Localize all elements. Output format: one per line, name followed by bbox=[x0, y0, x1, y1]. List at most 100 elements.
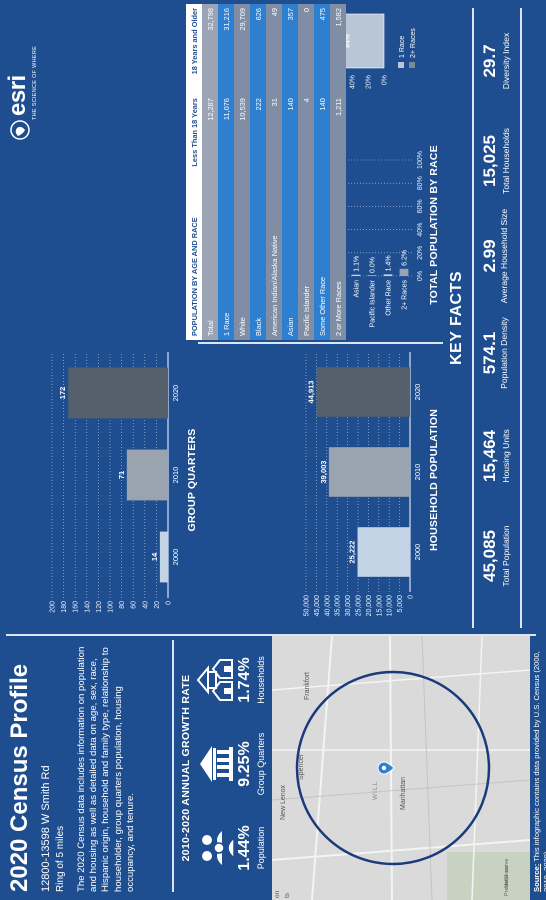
category-label: American Indian bbox=[338, 280, 345, 331]
x-tick-label: 2000 bbox=[413, 544, 422, 561]
kf-total-households-value: 15,025 bbox=[480, 135, 499, 187]
intro-text: The 2020 Census data includes informatio… bbox=[76, 646, 136, 892]
bar-value-label: 14 bbox=[150, 552, 159, 561]
row-value: 32,798 bbox=[205, 8, 215, 31]
bar-value-label: 1.1% bbox=[354, 256, 361, 272]
row-value: 1,582 bbox=[333, 8, 343, 27]
map-label-edge-2: ts bbox=[284, 892, 291, 898]
source-note: Source: This infographic contains data p… bbox=[532, 642, 546, 892]
race-chart-title: TOTAL POPULATION BY RACE bbox=[428, 145, 440, 305]
x-tick-label: 0% bbox=[417, 271, 424, 281]
y-tick-label: 45,000 bbox=[314, 595, 321, 617]
middle-divider bbox=[198, 342, 443, 344]
row-value: 222 bbox=[253, 98, 263, 111]
bar-value-label: 44,913 bbox=[307, 381, 316, 404]
bar-value-label: 1.4% bbox=[386, 255, 393, 271]
esri-globe-icon bbox=[10, 120, 30, 140]
map-label-manhattan: Manhattan bbox=[400, 776, 407, 810]
kf-housing-units-value: 15,464 bbox=[480, 430, 499, 482]
bar-White bbox=[303, 172, 313, 276]
category-label: Black bbox=[322, 280, 329, 298]
key-facts-divider bbox=[472, 8, 474, 628]
x-tick-label: 20% bbox=[417, 246, 424, 260]
row-value: 29,709 bbox=[237, 8, 247, 31]
stack-value-label: 6% bbox=[304, 35, 311, 46]
bar-2010 bbox=[126, 449, 168, 501]
map-label-frankfort: Frankfort bbox=[304, 671, 311, 700]
table-row: White 10,539 29,709 bbox=[234, 4, 250, 340]
kf-housing-units-label: Housing Units bbox=[501, 429, 511, 483]
x-tick-label: 40% bbox=[417, 223, 424, 237]
row-value: 357 bbox=[285, 8, 295, 21]
area-map[interactable]: Frankfort New Lenox Spencer WILL Manhatt… bbox=[272, 636, 530, 900]
row-value: 31,216 bbox=[221, 8, 231, 31]
y-tick-label: 50,000 bbox=[304, 595, 311, 617]
table-row: Black 222 626 bbox=[250, 4, 266, 340]
y-tick-label: 200 bbox=[50, 601, 57, 613]
y-tick-label: 20 bbox=[154, 601, 161, 609]
y-tick-label: 15,000 bbox=[376, 595, 383, 617]
growth-title: 2010-2020 ANNUAL GROWTH RATE bbox=[180, 674, 192, 862]
table-row: Some Other Race 140 475 bbox=[314, 4, 330, 340]
row-value: 626 bbox=[253, 8, 263, 21]
column-header: Less Than 18 Years bbox=[189, 98, 199, 167]
table-row: 2 or More Races 1,211 1,582 bbox=[330, 4, 346, 340]
legend-swatch bbox=[409, 62, 415, 68]
kf-household-size-label: Average Household Size bbox=[499, 208, 509, 304]
y-tick-label: 20% bbox=[366, 75, 373, 89]
bar-2000 bbox=[159, 531, 168, 583]
group-quarters-chart: 0 20 40 60 80 100 120 140 160 180 200 14 2000 71 2010 1… bbox=[50, 352, 180, 613]
bar-value-label: 1.9% bbox=[322, 255, 329, 271]
row-value: 11,076 bbox=[221, 98, 231, 121]
row-value: 475 bbox=[317, 8, 327, 21]
growth-population-value: 1.44% bbox=[236, 825, 253, 871]
x-tick-label: 60% bbox=[417, 199, 424, 213]
bar-value-label: 0.0% bbox=[370, 257, 377, 273]
key-facts-title: KEY FACTS bbox=[448, 271, 465, 365]
legend-swatch bbox=[398, 62, 404, 68]
column-header: 18 Years and Older bbox=[189, 8, 199, 75]
x-tick-label: 2010 bbox=[413, 464, 422, 481]
y-tick-label: 35,000 bbox=[335, 595, 342, 617]
category-label: Asian bbox=[354, 280, 361, 298]
bar-Asian bbox=[351, 274, 361, 276]
ring-label: Ring of 5 miles bbox=[55, 825, 66, 892]
y-tick-label: 100 bbox=[108, 601, 115, 613]
row-value: 4 bbox=[301, 98, 311, 103]
row-label: 1 Race bbox=[221, 312, 231, 336]
column-divider bbox=[6, 634, 536, 636]
map-canvas bbox=[272, 636, 530, 900]
row-value: 0 bbox=[301, 8, 311, 13]
location-pin-icon bbox=[377, 761, 395, 775]
y-tick-label: 80% bbox=[318, 75, 325, 89]
kf-population-density-label: Population Density bbox=[499, 317, 509, 389]
row-label: Black bbox=[253, 317, 263, 336]
bar-2020 bbox=[316, 367, 410, 417]
table-row: Asian 140 357 bbox=[282, 4, 298, 340]
kf-total-population-value: 45,085 bbox=[480, 530, 499, 582]
x-tick-label: 2020 bbox=[413, 384, 422, 401]
people-icon bbox=[202, 831, 234, 865]
bar-2020 bbox=[68, 367, 169, 419]
y-tick-label: 60% bbox=[334, 75, 341, 89]
row-value: 140 bbox=[317, 98, 327, 111]
table-row: 1 Race 11,076 31,216 bbox=[218, 4, 234, 340]
y-tick-label: 20,000 bbox=[366, 595, 373, 617]
building-icon bbox=[200, 746, 233, 782]
x-tick-label: 100% bbox=[417, 151, 424, 169]
row-value: 12,287 bbox=[205, 98, 215, 121]
kf-total-households-label: Total Households bbox=[501, 128, 511, 194]
x-tick-label: 2010 bbox=[171, 467, 180, 484]
page-title: 2020 Census Profile bbox=[6, 663, 33, 892]
y-tick-label: 120 bbox=[96, 601, 103, 613]
x-tick-label: 2020 bbox=[171, 385, 180, 402]
table-row: Total 12,287 32,798 bbox=[202, 4, 218, 340]
kf-population-density-value: 574.1 bbox=[480, 331, 499, 375]
map-label-spencer: Spencer bbox=[298, 753, 305, 780]
bar-2000 bbox=[357, 527, 410, 577]
row-value: 31 bbox=[269, 98, 279, 107]
y-tick-label: 40 bbox=[142, 601, 149, 609]
stack-value-label: 94% bbox=[344, 33, 351, 48]
source-text: This infographic contains data provided … bbox=[532, 651, 546, 892]
bar-Black bbox=[319, 273, 329, 276]
